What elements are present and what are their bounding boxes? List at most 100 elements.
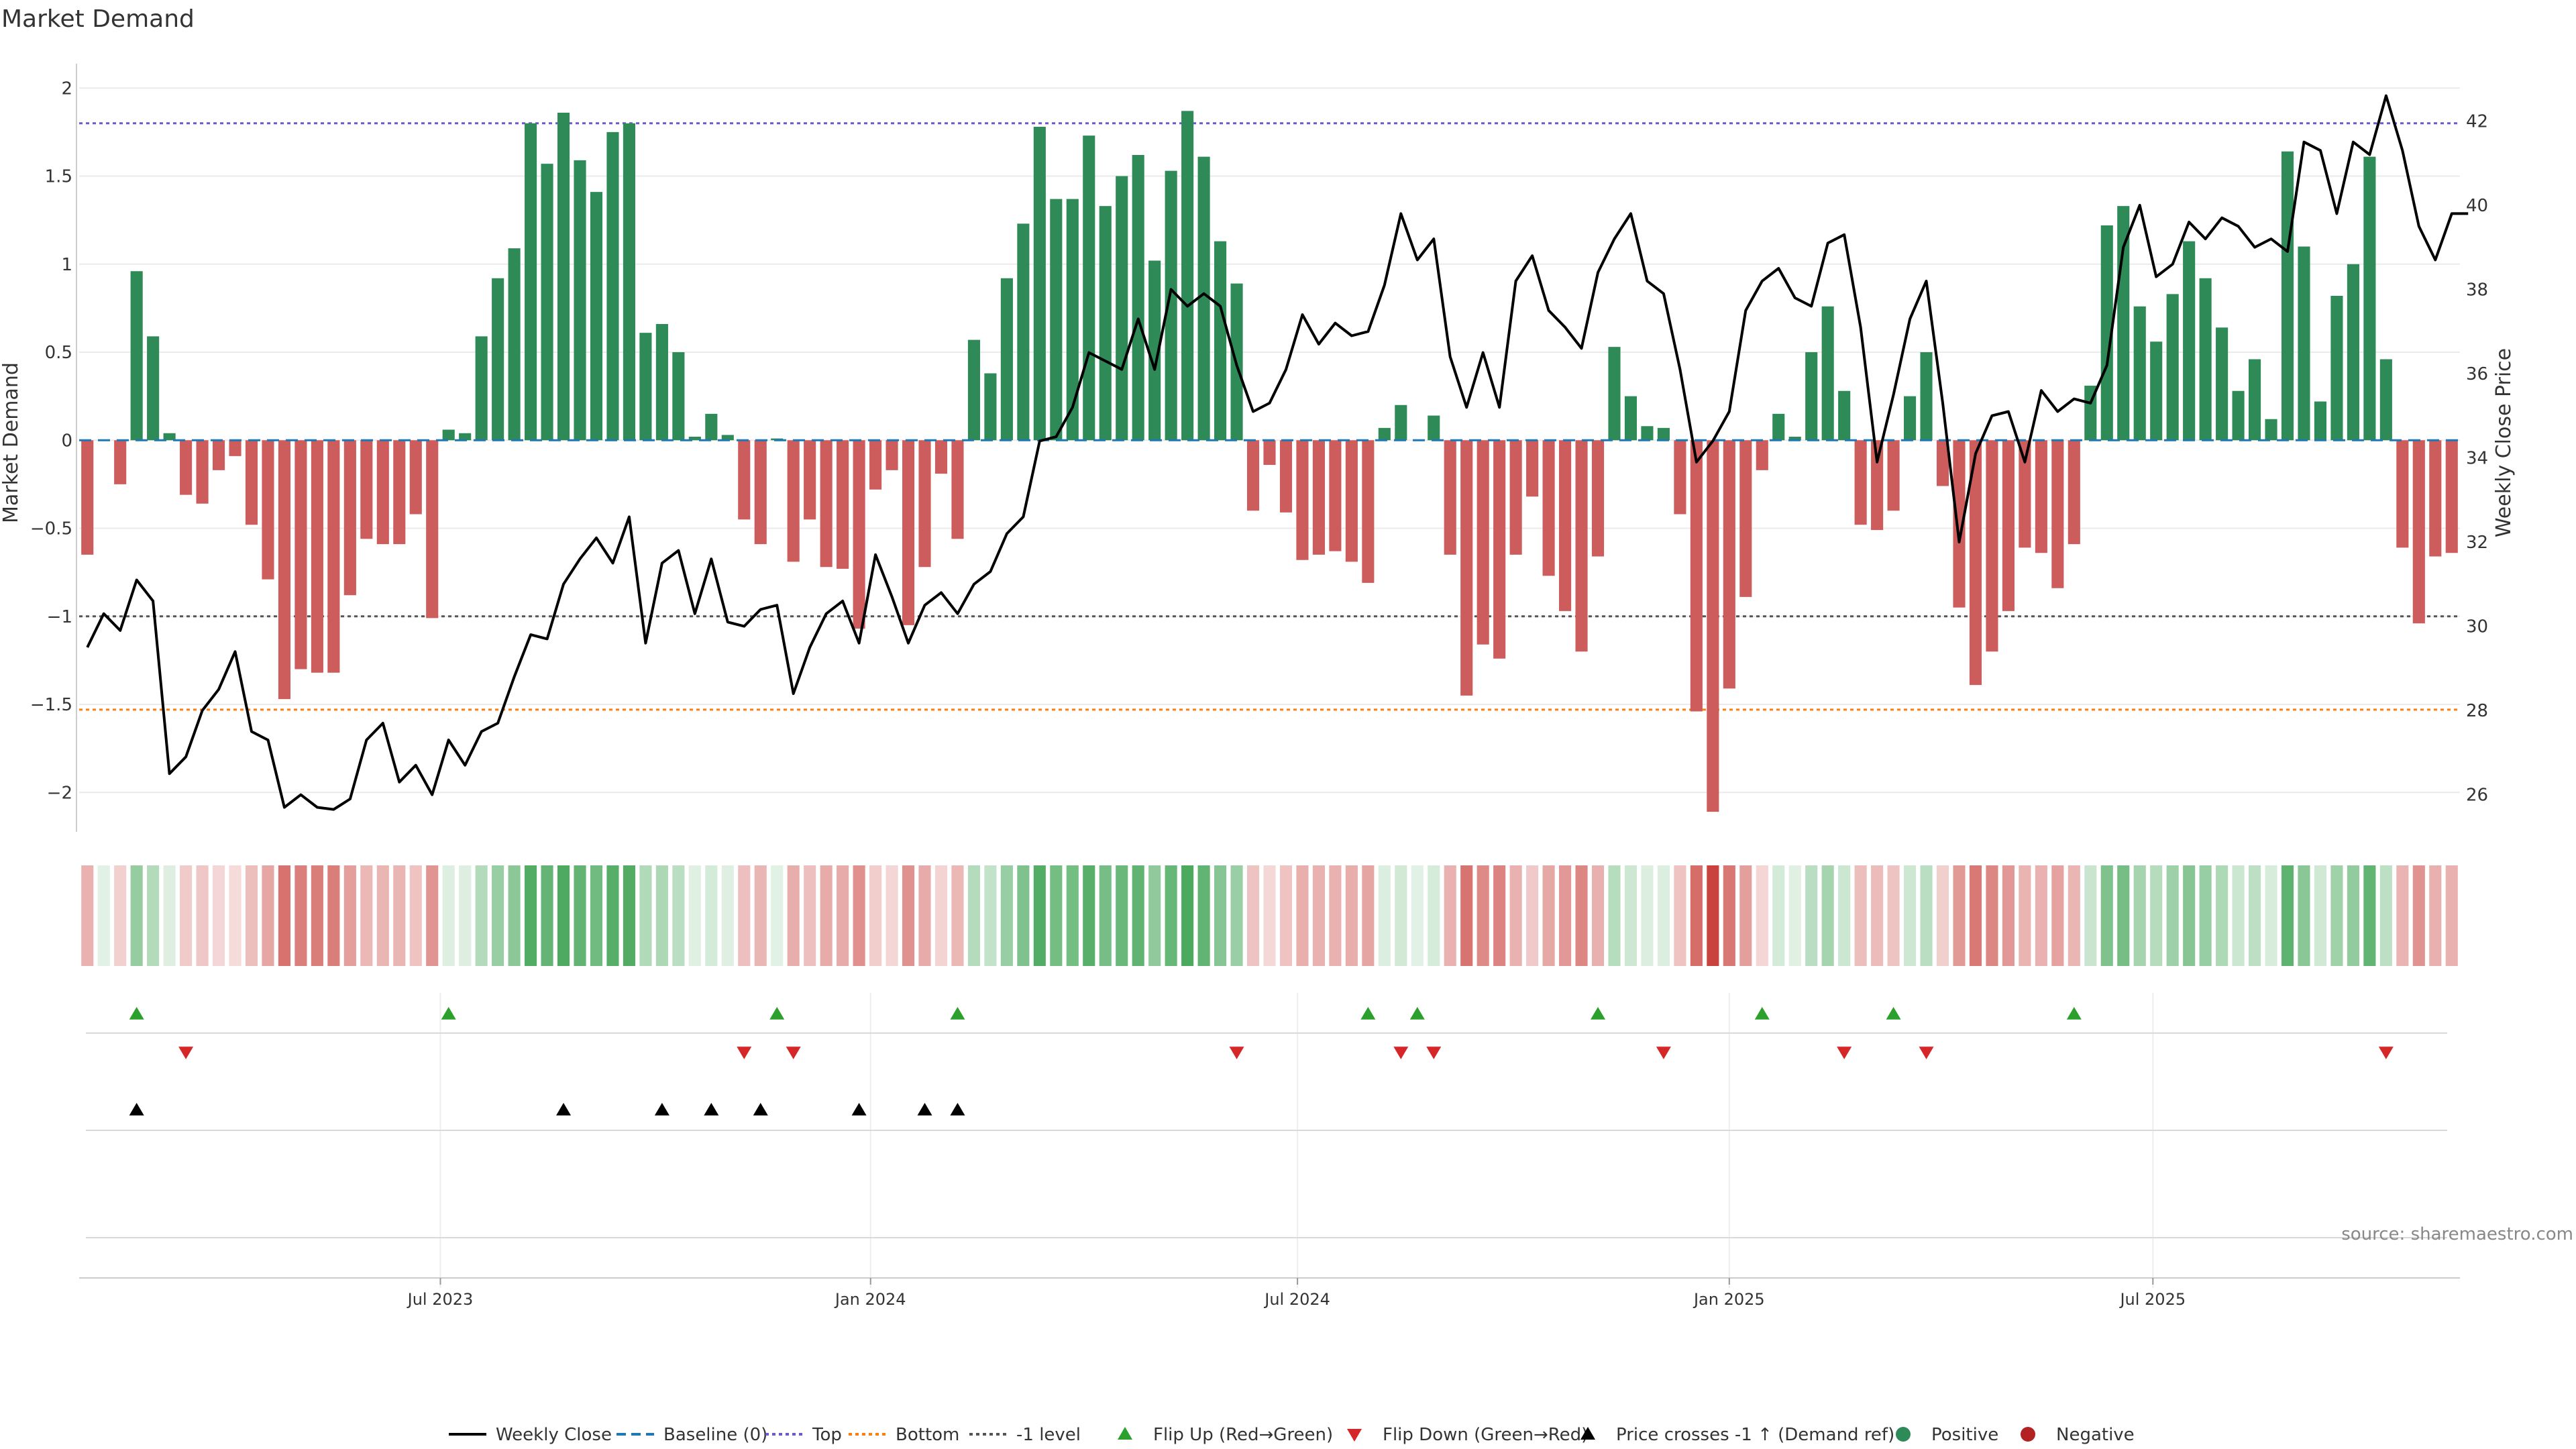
legend-swatch-flip-down — [1347, 1429, 1362, 1442]
heat-cell — [1362, 865, 1375, 966]
heat-cell — [1904, 865, 1917, 966]
heat-cell — [951, 865, 964, 966]
demand-bar-negative — [1279, 440, 1293, 513]
demand-bar-positive — [2150, 341, 2163, 441]
demand-bar-positive — [1148, 260, 1161, 441]
demand-bar-positive — [1099, 206, 1112, 441]
demand-bar-positive — [1000, 278, 1013, 441]
heat-cell — [2445, 865, 2458, 966]
demand-bar-positive — [525, 123, 537, 441]
y-tick-label-left: 1 — [61, 255, 72, 275]
heat-cell — [1526, 865, 1539, 966]
demand-bar-positive — [2281, 151, 2294, 441]
demand-bar-negative — [1756, 440, 1768, 470]
heat-cell — [475, 865, 488, 966]
heat-cell — [1674, 865, 1686, 966]
demand-bar-negative — [1986, 440, 1998, 652]
demand-bar-negative — [738, 440, 751, 520]
demand-bar-positive — [2330, 296, 2343, 441]
legend-label-flip-up: Flip Up (Red→Green) — [1153, 1425, 1333, 1445]
heat-cell — [2363, 865, 2376, 966]
demand-bar-negative — [327, 440, 340, 673]
heat-cell — [2379, 865, 2392, 966]
heat-cell — [311, 865, 323, 966]
demand-bar-positive — [163, 433, 176, 441]
demand-bar-positive — [705, 413, 718, 441]
axes: 2 1.5 1 0.5 0 −0.5 −1 −1.5 −2 42 40 38 36 34 32 30 28 26 — [30, 64, 2488, 832]
legend-swatch-price-cross — [1580, 1427, 1595, 1440]
x-tick-label: Jul 2025 — [2118, 1290, 2186, 1309]
demand-bar-negative — [1936, 440, 1949, 486]
demand-bar-positive — [1181, 111, 1194, 441]
heat-cell — [557, 865, 570, 966]
flip-up-marker — [129, 1007, 144, 1020]
heat-cell — [1854, 865, 1867, 966]
reference-lines — [79, 122, 2460, 711]
legend-swatch-positive — [1896, 1427, 1911, 1442]
flip-down-marker — [1919, 1046, 1934, 1059]
legend-label-positive: Positive — [1931, 1425, 1998, 1445]
heat-cell — [771, 865, 784, 966]
demand-bar-negative — [1690, 440, 1703, 712]
demand-bar-negative — [2429, 440, 2442, 557]
demand-bar-negative — [918, 440, 931, 568]
heat-cell — [1788, 865, 1801, 966]
heat-cell — [606, 865, 619, 966]
demand-bar-positive — [672, 352, 685, 441]
y-tick-label-right: 40 — [2466, 196, 2488, 216]
heat-cell — [1165, 865, 1177, 966]
heat-cell — [343, 865, 356, 966]
heat-cell — [754, 865, 767, 966]
legend-label-bottom: Bottom — [896, 1425, 959, 1445]
demand-bar-negative — [1969, 440, 1982, 686]
y-tick-label-right: 26 — [2466, 786, 2488, 806]
demand-bar-positive — [1083, 136, 1095, 441]
heat-cell — [1312, 865, 1325, 966]
price-cross-marker — [704, 1103, 719, 1116]
heat-cell — [81, 865, 94, 966]
heat-cell — [426, 865, 439, 966]
demand-bar-positive — [2265, 419, 2277, 441]
heat-cell — [525, 865, 537, 966]
heat-cell — [1821, 865, 1834, 966]
demand-bar-negative — [180, 440, 193, 495]
heat-cell — [1559, 865, 1572, 966]
price-cross-marker — [556, 1103, 572, 1116]
x-tick-label: Jul 2023 — [407, 1290, 474, 1309]
heat-cell — [1230, 865, 1243, 966]
demand-bar-negative — [885, 440, 898, 470]
demand-bar-negative — [934, 440, 948, 474]
flip-down-marker — [1229, 1046, 1244, 1059]
heat-cell — [212, 865, 225, 966]
demand-bar-positive — [623, 123, 635, 441]
heat-cell — [327, 865, 340, 966]
demand-bar-negative — [343, 440, 356, 596]
heat-cell — [1197, 865, 1210, 966]
heat-cell — [1296, 865, 1309, 966]
demand-bar-negative — [212, 440, 225, 470]
heat-cell — [2330, 865, 2343, 966]
y-tick-label-left: −0.5 — [30, 519, 72, 539]
demand-bar-negative — [754, 440, 767, 545]
demand-bar-positive — [2199, 278, 2212, 441]
legend-swatch-flip-up — [1118, 1427, 1132, 1440]
demand-bar-negative — [951, 440, 964, 539]
demand-bar-negative — [1477, 440, 1489, 645]
demand-bar-negative — [114, 440, 127, 484]
heat-cell — [1986, 865, 1998, 966]
demand-bar-positive — [1165, 170, 1177, 441]
legend-label-top: Top — [812, 1425, 842, 1445]
demand-bar-positive — [1033, 127, 1046, 441]
demand-bar-positive — [2216, 327, 2229, 441]
heat-cell — [2019, 865, 2031, 966]
demand-bar-negative — [1854, 440, 1867, 525]
legend: Weekly Close Baseline (0) Top Bottom -1 leve… — [449, 1425, 2135, 1445]
demand-bar-positive — [475, 336, 488, 441]
heat-cell — [1017, 865, 1030, 966]
heat-cell — [688, 865, 701, 966]
price-cross-marker — [917, 1103, 932, 1116]
heat-cell — [1460, 865, 1473, 966]
heat-cell — [1739, 865, 1752, 966]
demand-bar-positive — [2347, 264, 2359, 441]
heat-cell — [1066, 865, 1079, 966]
